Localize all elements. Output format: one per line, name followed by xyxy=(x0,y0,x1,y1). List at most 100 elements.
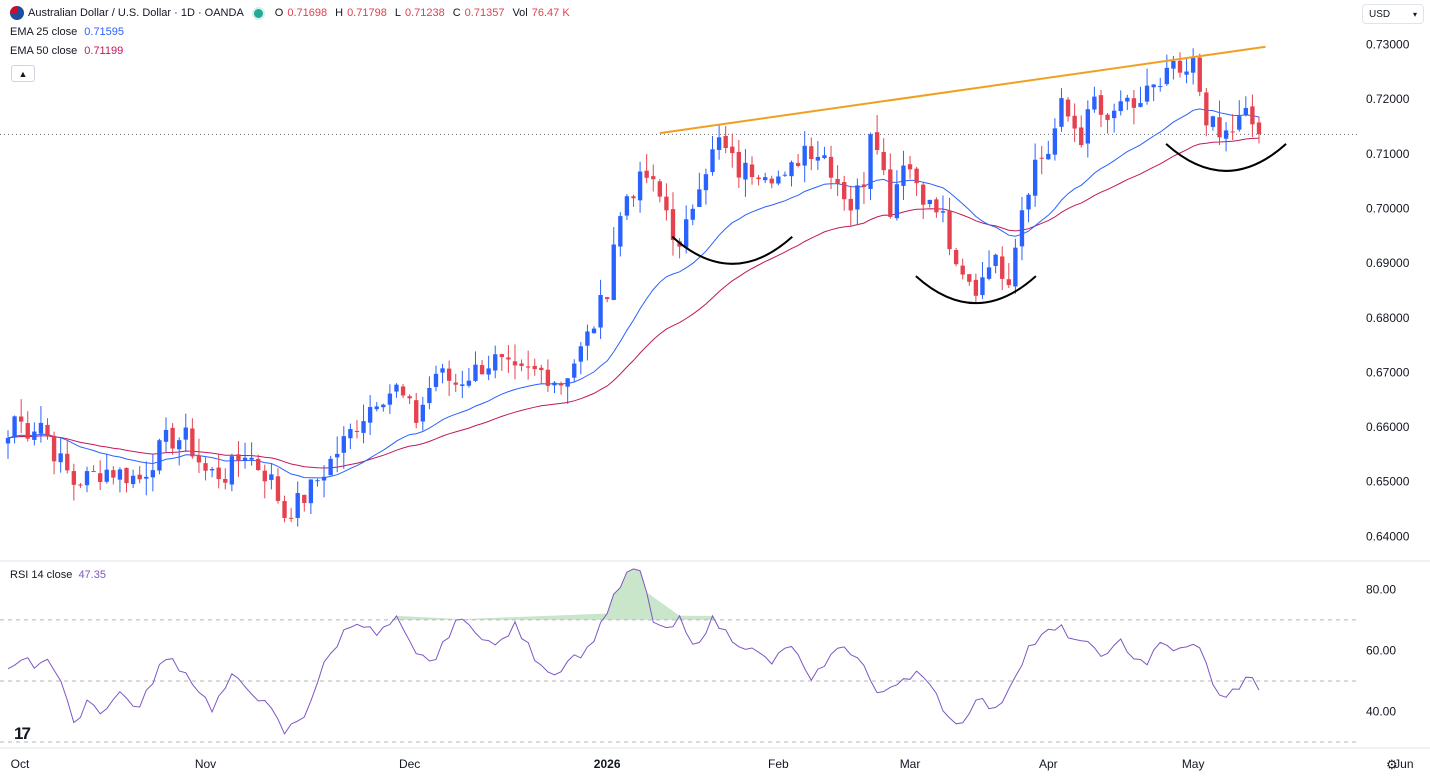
candle-body xyxy=(723,135,728,149)
candle xyxy=(822,146,827,160)
candle-body xyxy=(460,384,465,386)
candle-body xyxy=(1032,159,1038,196)
candle-body xyxy=(5,437,11,444)
rsi-legend[interactable]: RSI 14 close 47.35 xyxy=(10,569,106,581)
candle-body xyxy=(934,199,939,213)
candle xyxy=(400,383,406,399)
candle-body xyxy=(980,277,985,296)
candle xyxy=(1019,196,1025,261)
candle-body xyxy=(111,470,116,478)
candle-body xyxy=(552,382,557,386)
candle-body xyxy=(302,494,307,503)
candle-body xyxy=(124,467,129,484)
candle-body xyxy=(196,455,202,463)
collapse-legend-button[interactable]: ▲ xyxy=(11,65,35,82)
symbol-title[interactable]: Australian Dollar / U.S. Dollar · 1D · O… xyxy=(28,7,244,19)
candle xyxy=(690,204,695,226)
candle-body xyxy=(670,209,676,241)
rsi-pane[interactable] xyxy=(0,568,1356,743)
candle xyxy=(776,170,781,186)
candle-body xyxy=(624,196,630,216)
candle-body xyxy=(466,380,472,386)
candle xyxy=(321,465,327,498)
candle xyxy=(209,466,215,478)
candle xyxy=(308,479,314,515)
candle xyxy=(795,154,801,168)
candle xyxy=(18,399,24,434)
candle xyxy=(1085,100,1090,158)
candle xyxy=(604,296,610,303)
candle-body xyxy=(855,185,860,210)
candle-body xyxy=(71,471,77,485)
candle xyxy=(789,160,794,187)
candle xyxy=(479,360,485,375)
candle xyxy=(1046,140,1051,160)
candle-body xyxy=(1210,116,1216,127)
candle-body xyxy=(242,457,248,461)
candle-body xyxy=(986,267,992,279)
candle xyxy=(756,174,761,186)
candle xyxy=(177,437,182,466)
candle-body xyxy=(269,474,274,480)
candle-body xyxy=(1138,103,1143,107)
ema50-value: 0.71199 xyxy=(84,45,124,57)
candle-body xyxy=(157,440,162,471)
tradingview-logo-icon[interactable]: 17 xyxy=(14,724,31,743)
candle-body xyxy=(1237,116,1242,130)
ema50-legend[interactable]: EMA 50 close 0.71199 xyxy=(10,45,123,57)
time-tick-label: Mar xyxy=(900,757,921,771)
candle-body xyxy=(361,421,366,433)
time-tick-label: Dec xyxy=(399,757,420,771)
candle-body xyxy=(18,416,24,422)
candle-body xyxy=(888,169,893,217)
candle xyxy=(947,197,952,256)
candle-body xyxy=(802,145,807,166)
candle xyxy=(473,351,478,383)
candle-body xyxy=(973,279,979,296)
candle xyxy=(539,364,544,384)
candle xyxy=(703,168,709,205)
candle xyxy=(716,125,722,160)
candle xyxy=(157,438,162,475)
candle xyxy=(618,212,623,257)
candle-body xyxy=(1072,115,1077,129)
candle xyxy=(262,464,267,499)
candle-body xyxy=(795,162,801,167)
candle-body xyxy=(262,470,267,482)
candle-body xyxy=(1223,130,1229,139)
candle-body xyxy=(1111,110,1117,119)
candle-body xyxy=(776,176,781,184)
candle-body xyxy=(1204,92,1209,126)
candle xyxy=(1125,94,1130,111)
candle-body xyxy=(631,196,636,199)
ema25-legend[interactable]: EMA 25 close 0.71595 xyxy=(10,26,124,38)
candle-body xyxy=(927,199,932,205)
candle-body xyxy=(209,469,215,471)
candle xyxy=(1151,84,1156,102)
candle xyxy=(1250,94,1255,137)
candle xyxy=(414,392,419,429)
gear-icon[interactable]: ⚙ xyxy=(1386,757,1398,772)
candle-body xyxy=(275,476,281,501)
candle xyxy=(927,199,932,208)
candle-body xyxy=(183,427,188,440)
candle xyxy=(525,350,531,380)
candle xyxy=(58,437,63,473)
currency-select[interactable]: USD ▾ xyxy=(1362,4,1424,24)
candle xyxy=(809,137,814,171)
price-pane[interactable] xyxy=(0,133,1430,749)
candle xyxy=(657,179,663,203)
high-key: H xyxy=(335,7,344,19)
candle xyxy=(216,454,221,489)
candle xyxy=(51,431,57,475)
candle xyxy=(354,419,360,439)
candle xyxy=(769,175,774,189)
candle xyxy=(532,358,537,376)
candle xyxy=(763,172,768,184)
candle-body xyxy=(782,174,788,176)
candles-group xyxy=(5,48,1262,527)
candle-body xyxy=(664,196,669,211)
candle-body xyxy=(822,155,827,159)
candle xyxy=(578,342,583,375)
